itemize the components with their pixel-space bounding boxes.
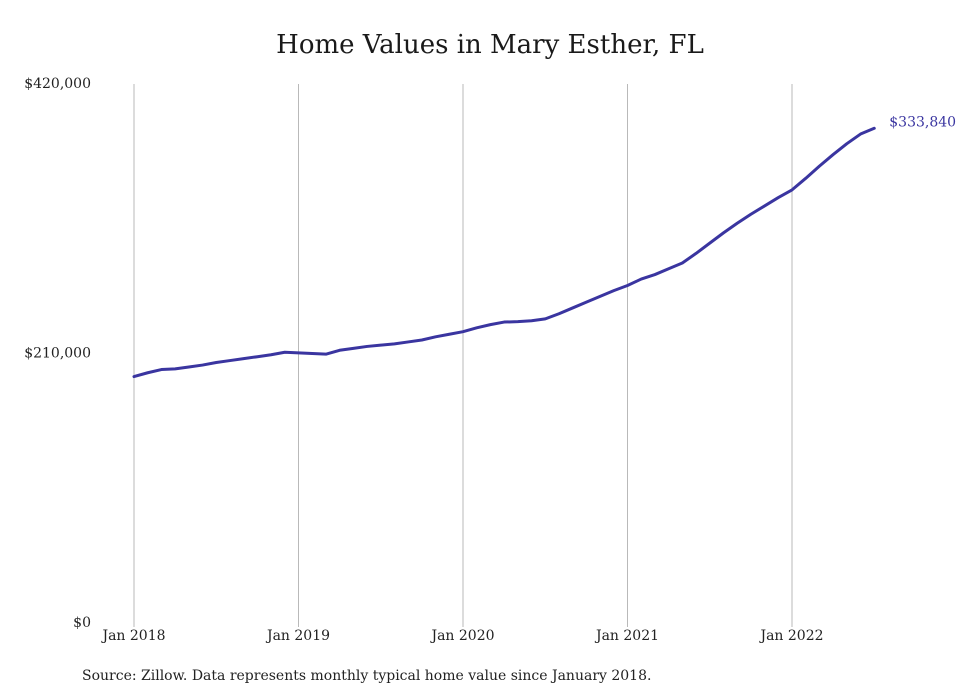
x-tick-label: Jan 2019 <box>265 628 330 644</box>
y-axis-ticks: $0 $210,000 $420,000 <box>24 76 91 631</box>
data-labels: $333,840 <box>889 114 956 130</box>
series-layer <box>132 126 876 379</box>
grid-lines <box>133 84 793 627</box>
source-note: Source: Zillow. Data represents monthly … <box>82 668 652 684</box>
y-tick-label: $210,000 <box>24 346 91 362</box>
end-value-label: $333,840 <box>889 114 956 130</box>
x-tick-label: Jan 2022 <box>758 628 823 644</box>
x-axis-ticks: Jan 2018 Jan 2019 Jan 2020 Jan 2021 Jan 2022 <box>100 628 823 644</box>
x-tick-label: Jan 2020 <box>429 628 494 644</box>
x-tick-label: Jan 2021 <box>594 628 659 644</box>
chart-title: Home Values in Mary Esther, FL <box>276 30 704 60</box>
series-line-0 <box>132 126 876 379</box>
x-tick-label: Jan 2018 <box>100 628 165 644</box>
y-tick-label: $420,000 <box>24 76 91 92</box>
y-tick-label: $0 <box>73 615 91 631</box>
